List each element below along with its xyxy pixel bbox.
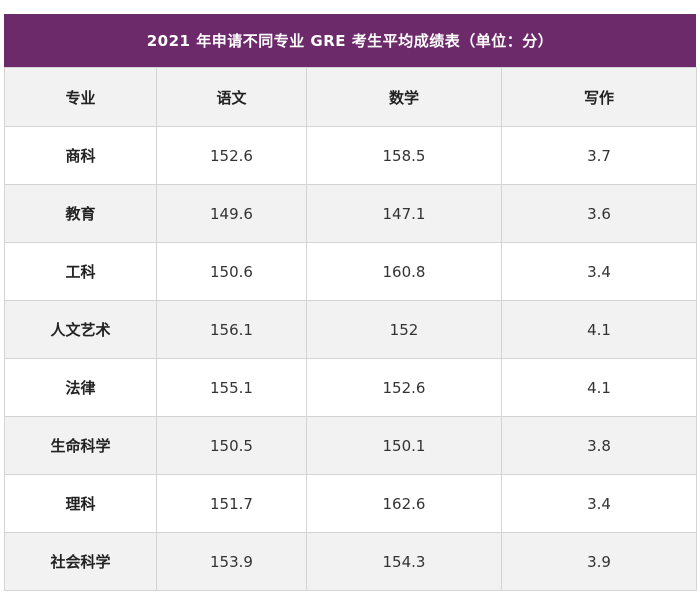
verbal-cell: 151.7 — [156, 474, 307, 533]
major-cell: 生命科学 — [4, 416, 157, 475]
verbal-cell: 149.6 — [156, 184, 307, 243]
writing-cell: 4.1 — [501, 358, 697, 417]
header-quant: 数学 — [306, 67, 502, 127]
major-cell: 社会科学 — [4, 532, 157, 591]
quant-cell: 158.5 — [306, 126, 502, 185]
quant-cell: 160.8 — [306, 242, 502, 301]
writing-cell: 3.4 — [501, 242, 697, 301]
writing-cell: 3.8 — [501, 416, 697, 475]
verbal-cell: 153.9 — [156, 532, 307, 591]
major-cell: 教育 — [4, 184, 157, 243]
quant-cell: 162.6 — [306, 474, 502, 533]
verbal-cell: 150.5 — [156, 416, 307, 475]
major-cell: 人文艺术 — [4, 300, 157, 359]
table-row: 法律 155.1 152.6 4.1 — [4, 358, 697, 417]
table-row: 工科 150.6 160.8 3.4 — [4, 242, 697, 301]
quant-cell: 154.3 — [306, 532, 502, 591]
table-row: 教育 149.6 147.1 3.6 — [4, 184, 697, 243]
verbal-cell: 156.1 — [156, 300, 307, 359]
verbal-cell: 155.1 — [156, 358, 307, 417]
quant-cell: 150.1 — [306, 416, 502, 475]
table-row: 理科 151.7 162.6 3.4 — [4, 474, 697, 533]
verbal-cell: 150.6 — [156, 242, 307, 301]
verbal-cell: 152.6 — [156, 126, 307, 185]
major-cell: 工科 — [4, 242, 157, 301]
writing-cell: 3.9 — [501, 532, 697, 591]
quant-cell: 147.1 — [306, 184, 502, 243]
quant-cell: 152 — [306, 300, 502, 359]
header-verbal: 语文 — [156, 67, 307, 127]
table-row: 社会科学 153.9 154.3 3.9 — [4, 532, 697, 591]
quant-cell: 152.6 — [306, 358, 502, 417]
major-cell: 商科 — [4, 126, 157, 185]
table-title: 2021 年申请不同专业 GRE 考生平均成绩表（单位：分） — [4, 14, 696, 67]
major-cell: 理科 — [4, 474, 157, 533]
score-table-container: 2021 年申请不同专业 GRE 考生平均成绩表（单位：分） 专业 语文 数学 … — [4, 14, 697, 591]
score-table: 专业 语文 数学 写作 商科 152.6 158.5 3.7 教育 149.6 … — [4, 67, 697, 591]
table-row: 人文艺术 156.1 152 4.1 — [4, 300, 697, 359]
header-row: 专业 语文 数学 写作 — [4, 67, 697, 127]
writing-cell: 3.7 — [501, 126, 697, 185]
writing-cell: 4.1 — [501, 300, 697, 359]
header-major: 专业 — [4, 67, 157, 127]
table-row: 生命科学 150.5 150.1 3.8 — [4, 416, 697, 475]
major-cell: 法律 — [4, 358, 157, 417]
writing-cell: 3.4 — [501, 474, 697, 533]
writing-cell: 3.6 — [501, 184, 697, 243]
table-row: 商科 152.6 158.5 3.7 — [4, 126, 697, 185]
header-writing: 写作 — [501, 67, 697, 127]
